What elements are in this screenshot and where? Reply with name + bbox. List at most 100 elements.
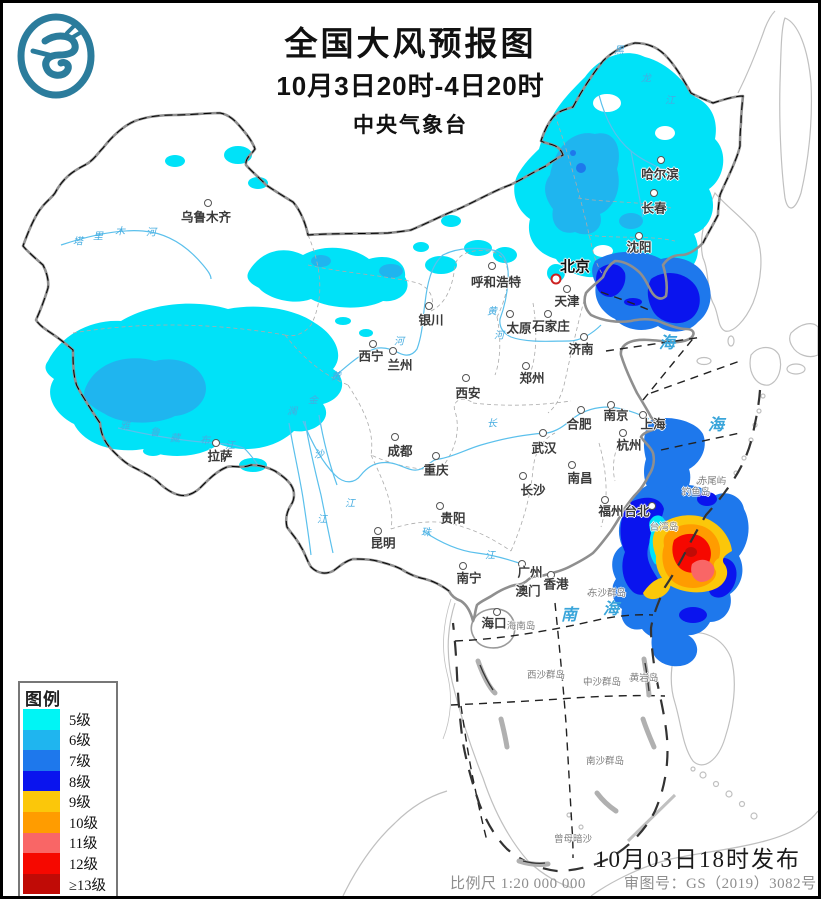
island-dot	[528, 675, 532, 679]
river-name-label: 江	[485, 550, 495, 562]
island-label: 曾母暗沙	[553, 834, 593, 845]
city-label: 武汉	[531, 441, 557, 456]
legend-swatch	[23, 709, 60, 730]
island-dot	[557, 839, 561, 843]
legend-label: 5级	[69, 712, 91, 729]
sea-name-label: 南	[560, 607, 578, 624]
sea-name-label: 海	[602, 601, 620, 618]
city-label: 重庆	[423, 463, 449, 478]
river-name-label: 塔	[73, 236, 83, 248]
map-approval-number: 审图号：GS（2019）3082号	[624, 876, 817, 892]
island-dot	[696, 481, 700, 485]
city-dot	[547, 571, 555, 579]
river-name-label: 金	[308, 395, 318, 407]
island-dot	[587, 592, 591, 596]
city-dot	[518, 560, 526, 568]
city-label: 拉萨	[207, 449, 233, 464]
city-label: 太原	[506, 321, 532, 336]
wind-level6-areas	[84, 133, 643, 423]
legend-swatch	[23, 853, 60, 874]
island-label: 东沙群岛	[587, 588, 627, 599]
city-dot	[539, 429, 547, 437]
legend-box: 图例 5级 6级 7级 8级 9级 10级 11级 12级 ≥13级	[18, 681, 118, 896]
city-label: 南京	[603, 408, 629, 423]
city-dot	[639, 411, 647, 419]
legend-swatch	[23, 832, 60, 854]
river-name-label: 江	[225, 440, 235, 452]
agency-name: 中央气象台	[353, 114, 468, 137]
city-label: 南昌	[567, 471, 593, 486]
city-dot	[635, 232, 643, 240]
city-dot	[607, 401, 615, 409]
rivers	[60, 94, 666, 564]
city-dot	[488, 262, 496, 270]
island-dot	[681, 492, 685, 496]
city-dot	[568, 461, 576, 469]
nine-dash-line	[451, 389, 762, 873]
city-dot	[204, 199, 212, 207]
island-label: 黄岩岛	[629, 673, 659, 684]
city-dot	[374, 527, 382, 535]
river-name-label: 里	[93, 231, 103, 243]
city-dot	[212, 439, 220, 447]
city-dot	[522, 362, 530, 370]
city-label: 银川	[418, 313, 444, 328]
city-label: 香港	[543, 577, 569, 592]
city-dot	[389, 347, 397, 355]
china-border	[21, 41, 745, 623]
city-label: 西宁	[358, 349, 384, 364]
river-name-label: 江	[317, 514, 327, 526]
china-map-canvas	[21, 10, 818, 896]
city-dot	[648, 502, 656, 510]
city-label: 郑州	[519, 371, 545, 386]
city-label: 呼和浩特	[470, 275, 522, 290]
legend-label: 10级	[69, 815, 98, 832]
sea-name-label: 海	[707, 417, 725, 434]
city-dot	[577, 406, 585, 414]
legend-label: 7级	[69, 753, 91, 770]
legend-item: 9级	[23, 791, 106, 812]
shoal-symbol-cores	[479, 662, 650, 865]
legend-item: 8级	[23, 770, 106, 792]
river-name-label: 长	[487, 418, 497, 430]
city-label: 福州	[598, 504, 624, 519]
city-dot	[650, 189, 658, 197]
river-name-label: 雅	[120, 420, 130, 432]
river-name-label: 鲁	[150, 427, 160, 439]
legend-label: 8级	[69, 774, 91, 791]
legend-title: 图例	[25, 690, 61, 709]
city-label: 澳门	[515, 584, 541, 599]
legend-swatch	[23, 770, 60, 792]
city-label: 广州	[517, 565, 543, 580]
city-label: 南宁	[456, 571, 482, 586]
legend-item: ≥13级	[23, 873, 106, 895]
island-label: 南沙群岛	[585, 756, 625, 767]
legend-swatch	[23, 811, 60, 833]
legend-rows: 5级 6级 7级 8级 9级 10级 11级 12级 ≥13级	[23, 709, 106, 895]
legend-label: 9级	[69, 795, 91, 812]
river-name-label: 黄	[331, 371, 341, 383]
island-label: 西沙群岛	[526, 670, 566, 681]
legend-label: 6级	[69, 733, 91, 750]
map-scale: 比例尺 1:20 000 000	[450, 876, 586, 892]
typhoon-core	[643, 515, 732, 600]
city-label: 石家庄	[532, 319, 570, 334]
city-label: 济南	[568, 342, 594, 357]
river-name-label: 黑	[614, 45, 624, 57]
city-dot	[436, 502, 444, 510]
river-name-label: 龙	[641, 73, 651, 85]
legend-label: ≥13级	[69, 877, 106, 894]
river-name-label: 江	[345, 498, 355, 510]
river-name-label: 河	[494, 330, 504, 342]
city-label: 海口	[481, 616, 507, 631]
legend-swatch	[23, 873, 60, 895]
island-label: 台湾岛	[649, 522, 679, 533]
wind-level8-areas	[595, 264, 737, 623]
island-dot	[588, 760, 592, 764]
legend-item: 12级	[23, 853, 106, 874]
issue-time: 10月03日18时发布	[595, 847, 801, 872]
island-dot	[629, 677, 633, 681]
city-label: 合肥	[566, 417, 592, 432]
page-title: 全国大风预报图	[284, 25, 537, 62]
